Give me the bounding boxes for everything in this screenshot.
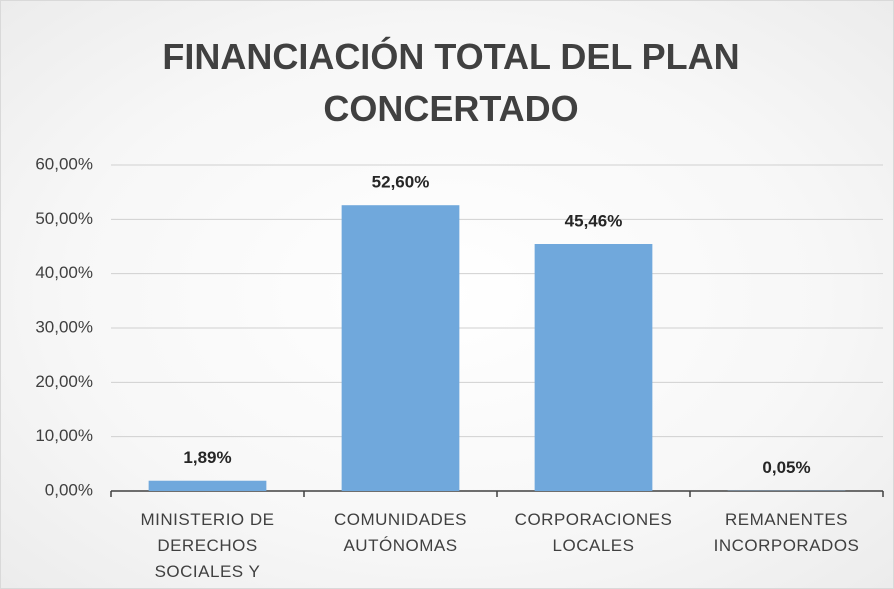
x-tick-label: CORPORACIONES LOCALES [514, 510, 673, 555]
bar [534, 244, 653, 491]
bar [148, 480, 267, 491]
x-tick-label: MINISTERIO DE DERECHOS SOCIALES Y AGENDA… [140, 510, 275, 581]
x-tick-label: REMANENTES INCORPORADOS [713, 510, 860, 555]
y-tick-label: 60,00% [35, 154, 93, 173]
data-label: 1,89% [183, 448, 231, 467]
data-label: 45,46% [565, 211, 623, 230]
y-tick-label: 0,00% [45, 480, 93, 499]
y-tick-label: 20,00% [35, 372, 93, 391]
bar [341, 205, 460, 491]
chart-title: FINANCIACIÓN TOTAL DEL PLAN CONCERTADO [162, 36, 740, 129]
y-tick-label: 50,00% [35, 209, 93, 228]
x-tick-label: COMUNIDADES AUTÓNOMAS [333, 510, 467, 555]
y-tick-label: 40,00% [35, 263, 93, 282]
data-label: 52,60% [372, 173, 430, 192]
y-tick-label: 10,00% [35, 426, 93, 445]
data-label: 0,05% [762, 458, 810, 477]
y-tick-label: 30,00% [35, 317, 93, 336]
